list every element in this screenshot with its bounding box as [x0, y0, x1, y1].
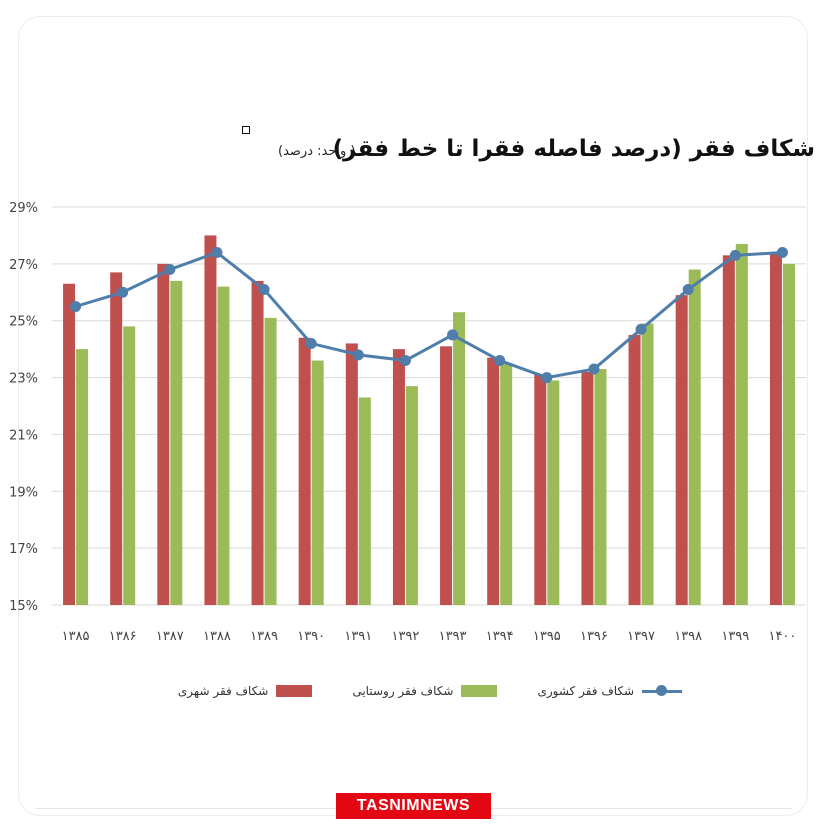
- bar-urban: [487, 357, 500, 605]
- y-tick-label: 25%: [9, 315, 38, 330]
- national-point: [682, 283, 694, 295]
- national-point: [305, 337, 317, 349]
- y-tick-label: 27%: [9, 258, 38, 273]
- national-point: [494, 355, 506, 367]
- bar-urban: [204, 235, 217, 605]
- x-tick-label: ۱۴۰۰: [768, 629, 796, 644]
- bar-urban: [157, 263, 170, 605]
- legend-rural-label: شکاف فقر روستایی: [352, 684, 454, 698]
- x-tick-label: ۱۳۹۴: [486, 629, 514, 644]
- bar-rural: [688, 269, 701, 605]
- y-tick-label: 21%: [9, 428, 38, 443]
- bar-urban: [440, 346, 453, 605]
- chart-title: شکاف فقر (درصد فاصله فقرا تا خط فقر): [332, 136, 815, 162]
- bar-urban: [251, 280, 264, 605]
- bar-urban: [722, 255, 735, 605]
- national-point: [70, 301, 82, 312]
- bar-urban: [110, 272, 123, 605]
- bar-urban: [298, 337, 311, 605]
- legend-national-swatch: [642, 684, 683, 698]
- legend-rural-swatch: [461, 685, 498, 697]
- bar-rural: [405, 386, 418, 605]
- national-point: [588, 363, 600, 375]
- bar-rural: [735, 243, 748, 605]
- x-tick-label: ۱۳۹۵: [533, 629, 561, 644]
- legend-rural: شکاف فقر روستایی: [352, 684, 498, 698]
- y-tick-label: 23%: [9, 372, 38, 387]
- bar-rural: [217, 286, 230, 605]
- legend-urban: شکاف فقر شهری: [177, 684, 313, 698]
- brand-logo: TASNIMNEWS: [336, 793, 491, 819]
- bar-rural: [641, 323, 654, 605]
- x-tick-label: ۱۳۸۶: [109, 629, 137, 644]
- bar-rural: [76, 349, 89, 605]
- bar-urban: [534, 374, 547, 605]
- bar-urban: [63, 283, 76, 605]
- bar-rural: [453, 312, 466, 605]
- legend-national-label: شکاف فقر کشوری: [537, 684, 635, 698]
- legend-urban-swatch: [276, 685, 313, 697]
- x-tick-label: ۱۳۹۰: [297, 629, 325, 644]
- y-tick-label: 19%: [9, 485, 38, 500]
- small-square-marker: [242, 126, 250, 134]
- bar-urban: [392, 349, 405, 605]
- bar-rural: [123, 326, 136, 605]
- x-tick-label: ۱۳۸۷: [156, 629, 184, 644]
- chart-legend: شکاف فقر شهری شکاف فقر روستایی شکاف فقر …: [150, 680, 710, 702]
- y-tick-label: 29%: [9, 201, 38, 216]
- national-point: [635, 323, 647, 335]
- bar-rural: [594, 369, 607, 605]
- x-tick-label: ۱۳۹۹: [721, 629, 749, 644]
- bar-urban: [581, 371, 594, 605]
- x-tick-label: ۱۳۹۶: [580, 629, 608, 644]
- bar-rural: [358, 397, 371, 605]
- y-tick-label: 17%: [9, 542, 38, 557]
- x-tick-label: ۱۳۸۸: [203, 629, 231, 644]
- bar-rural: [547, 380, 560, 605]
- x-tick-label: ۱۳۸۵: [62, 629, 90, 644]
- x-tick-label: ۱۳۹۳: [439, 629, 467, 644]
- bar-rural: [264, 317, 277, 605]
- x-tick-label: ۱۳۹۸: [674, 629, 702, 644]
- national-point: [352, 349, 364, 361]
- bar-rural: [170, 280, 183, 605]
- bar-rural: [311, 360, 324, 605]
- x-tick-label: ۱۳۹۲: [391, 629, 419, 644]
- bar-rural: [782, 263, 795, 605]
- y-tick-label: 15%: [9, 599, 38, 614]
- x-tick-label: ۱۳۹۷: [627, 629, 655, 644]
- poverty-gap-chart: 15% 17% 19% 21% 23% 25% 27% 29% ۱۳۸۵ ۱۳۸۶ ۱۳۸۷ ۱۳۸۸…: [9, 201, 806, 644]
- legend-national: شکاف فقر کشوری: [537, 684, 683, 698]
- national-point: [447, 329, 459, 341]
- national-point: [258, 283, 270, 295]
- x-tick-label: ۱۳۹۱: [344, 629, 372, 644]
- national-point: [164, 264, 176, 276]
- bar-urban: [675, 295, 688, 605]
- national-point: [729, 249, 741, 261]
- bar-urban: [769, 252, 782, 605]
- national-line: [75, 250, 783, 380]
- national-point: [776, 246, 788, 258]
- national-point: [117, 286, 129, 298]
- x-tick-label: ۱۳۸۹: [250, 629, 278, 644]
- unit-note: ( واحد: درصد): [278, 144, 356, 159]
- national-point: [211, 246, 223, 258]
- national-point: [399, 355, 411, 367]
- legend-urban-label: شکاف فقر شهری: [177, 684, 269, 698]
- bar-urban: [628, 334, 641, 605]
- national-point: [541, 372, 553, 384]
- bar-urban: [345, 343, 358, 605]
- bar-rural: [500, 363, 513, 605]
